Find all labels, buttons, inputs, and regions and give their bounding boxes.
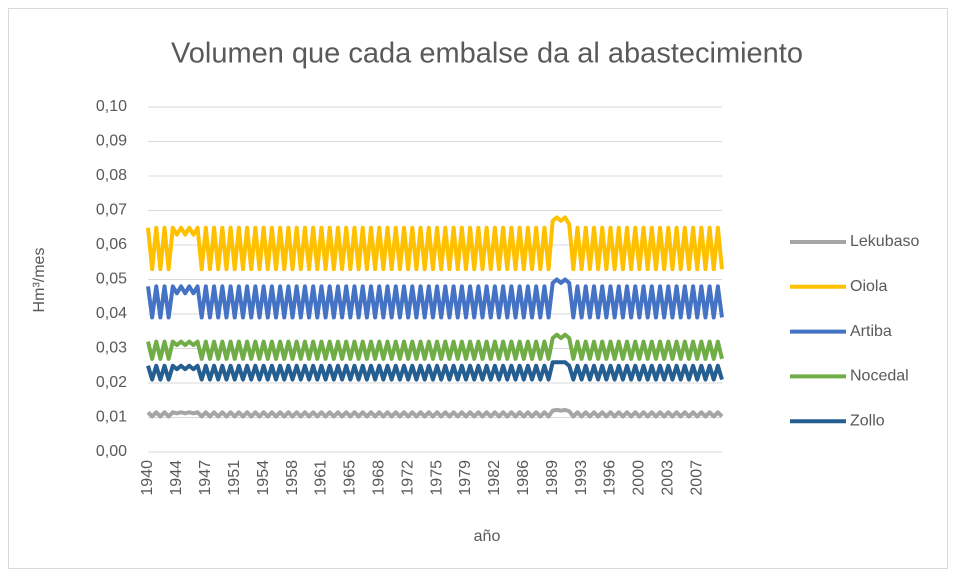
series-line	[146, 277, 724, 320]
x-tick-label: 1986	[515, 460, 532, 496]
x-tick-label: 1965	[342, 460, 359, 496]
x-tick-label: 2003	[660, 460, 677, 496]
series-line	[146, 407, 724, 419]
y-tick-label: 0,04	[96, 305, 127, 322]
y-axis-label: Hm³/mes	[31, 248, 48, 313]
legend-label: Zollo	[850, 412, 885, 429]
x-tick-label: 1979	[457, 460, 474, 496]
y-tick-label: 0,02	[96, 374, 127, 391]
legend-label: Lekubaso	[850, 233, 919, 250]
x-axis-label: año	[474, 528, 501, 545]
x-tick-label: 1940	[139, 460, 156, 496]
y-tick-label: 0,03	[96, 340, 127, 357]
legend-label: Artiba	[850, 323, 892, 340]
x-tick-label: 1954	[255, 460, 272, 496]
x-tick-label: 1951	[226, 460, 243, 496]
y-tick-label: 0,10	[96, 98, 127, 115]
x-tick-label: 1989	[544, 460, 561, 496]
legend-label: Oiola	[850, 278, 887, 295]
series-line	[146, 332, 724, 361]
x-tick-label: 1993	[573, 460, 590, 496]
y-tick-label: 0,01	[96, 409, 127, 426]
y-tick-label: 0,09	[96, 133, 127, 150]
y-tick-label: 0,00	[96, 443, 127, 460]
series-line	[146, 360, 724, 382]
x-tick-label: 2000	[631, 460, 648, 496]
x-tick-label: 1961	[313, 460, 330, 496]
y-tick-label: 0,08	[96, 167, 127, 184]
x-tick-label: 1972	[399, 460, 416, 496]
series-line	[146, 215, 724, 272]
x-tick-label: 1982	[486, 460, 503, 496]
x-tick-label: 1996	[602, 460, 619, 496]
x-tick-label: 1947	[197, 460, 214, 496]
x-tick-label: 1944	[168, 460, 185, 496]
y-tick-label: 0,06	[96, 236, 127, 253]
x-tick-label: 1968	[370, 460, 387, 496]
y-tick-label: 0,07	[96, 202, 127, 219]
y-tick-label: 0,05	[96, 271, 127, 288]
chart-title: Volumen que cada embalse da al abastecim…	[171, 38, 803, 70]
x-tick-label: 1975	[428, 460, 445, 496]
legend-label: Nocedal	[850, 368, 909, 385]
x-tick-label: 1958	[284, 460, 301, 496]
x-tick-label: 2007	[688, 460, 705, 496]
